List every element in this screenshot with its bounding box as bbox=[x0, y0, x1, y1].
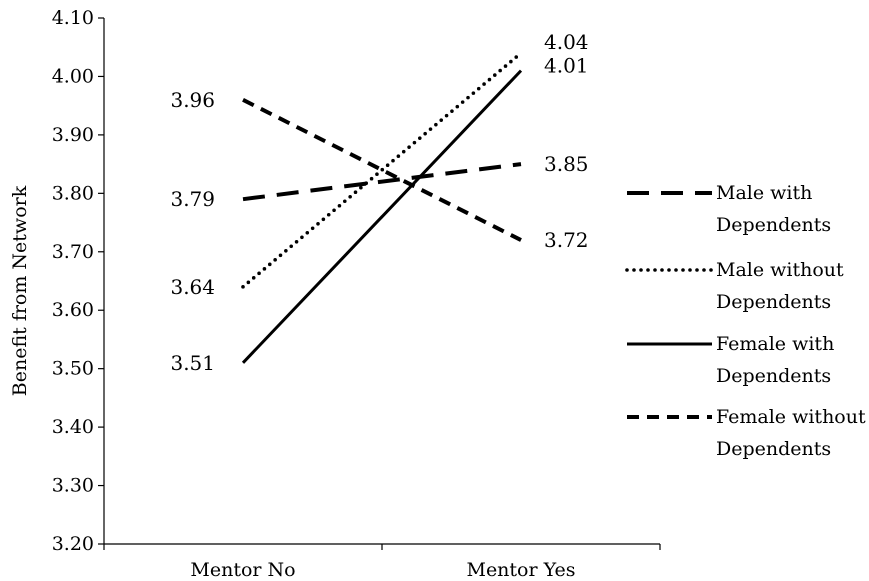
data-label: 4.04 bbox=[544, 30, 589, 54]
legend-item: Female without Dependents bbox=[627, 406, 866, 460]
y-tick-label: 3.20 bbox=[52, 533, 94, 555]
series-line-1 bbox=[242, 162, 522, 202]
series-line-2 bbox=[241, 51, 523, 289]
legend-label: Dependents bbox=[716, 214, 831, 236]
legend-label: Female with bbox=[716, 333, 834, 355]
legend-label: Female without bbox=[716, 406, 866, 428]
legend: Male with Dependents Male without Dependent… bbox=[625, 182, 866, 460]
data-label: 3.79 bbox=[170, 187, 215, 211]
legend-label: Dependents bbox=[716, 365, 831, 387]
y-tick-label: 4.00 bbox=[52, 65, 94, 87]
data-label: 3.51 bbox=[170, 351, 215, 375]
legend-item: Male without Dependents bbox=[625, 259, 844, 313]
data-label: 3.85 bbox=[544, 152, 589, 176]
legend-label: Male without bbox=[716, 259, 844, 281]
legend-item: Male with Dependents bbox=[627, 182, 831, 236]
legend-item: Female with Dependents bbox=[627, 333, 834, 387]
y-tick-label: 3.40 bbox=[52, 416, 94, 438]
data-label: 4.01 bbox=[544, 54, 589, 78]
series-line-3 bbox=[241, 69, 523, 364]
y-axis-title: Benefit from Network bbox=[9, 185, 31, 396]
y-tick-label: 3.80 bbox=[52, 182, 94, 204]
data-label: 3.72 bbox=[544, 228, 589, 252]
y-tick-label: 3.60 bbox=[52, 299, 94, 321]
x-axis-ticks: Mentor No Mentor Yes bbox=[103, 544, 661, 581]
y-tick-label: 3.90 bbox=[52, 124, 94, 146]
legend-label: Dependents bbox=[716, 438, 831, 460]
data-label: 3.96 bbox=[170, 88, 215, 112]
y-axis-ticks: 3.20 3.30 3.40 3.50 3.60 3.70 3.80 3.90 4.00 4.10 bbox=[52, 7, 104, 555]
x-tick-label: Mentor Yes bbox=[466, 559, 575, 581]
y-tick-label: 4.10 bbox=[52, 7, 94, 29]
data-labels: 3.79 3.85 3.64 4.04 3.51 4.01 3.96 3.72 bbox=[170, 30, 588, 375]
y-tick-label: 3.70 bbox=[52, 241, 94, 263]
data-label: 3.64 bbox=[170, 275, 215, 299]
x-tick-label: Mentor No bbox=[190, 559, 295, 581]
legend-label: Male with bbox=[716, 182, 812, 204]
series-lines bbox=[241, 51, 523, 364]
series-line-4 bbox=[242, 98, 522, 242]
y-tick-label: 3.30 bbox=[52, 475, 94, 497]
legend-label: Dependents bbox=[716, 291, 831, 313]
y-tick-label: 3.50 bbox=[52, 358, 94, 380]
